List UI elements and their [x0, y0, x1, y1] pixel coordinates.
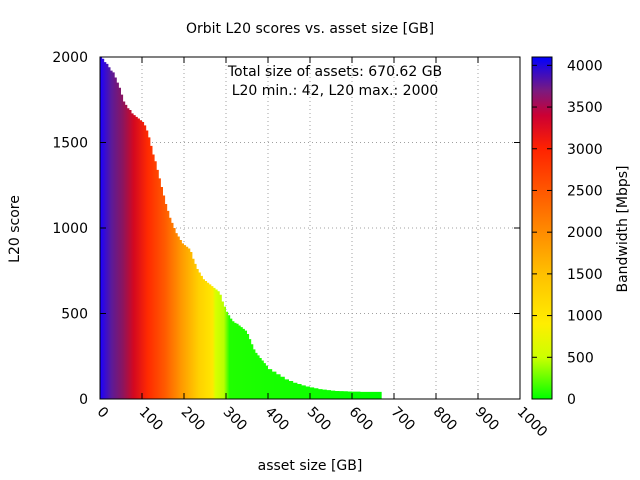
colorbar-tick-label: 2000 — [567, 225, 603, 241]
x-tick-label: 0 — [94, 404, 112, 422]
colorbar-tick-label: 3500 — [567, 100, 603, 116]
x-tick-label: 600 — [346, 404, 376, 434]
colorbar-tick-label: 1000 — [567, 309, 603, 325]
colorbar-tick-label: 500 — [567, 350, 594, 366]
annotation-min-max: L20 min.: 42, L20 max.: 2000 — [232, 83, 439, 99]
x-axis-label: asset size [GB] — [258, 458, 363, 474]
x-tick-label: 800 — [430, 404, 460, 434]
data-area — [100, 57, 382, 399]
colorbar-label: Bandwidth [Mbps] — [615, 165, 631, 292]
x-tick-label: 300 — [220, 404, 250, 434]
y-tick-label: 1500 — [52, 136, 88, 152]
colorbar-ticks: 0 500 1000 1500 2000 2500 3000 3500 4000 — [532, 58, 603, 408]
x-tick-label: 500 — [304, 404, 334, 434]
colorbar-tick-label: 1500 — [567, 267, 603, 283]
colorbar-tick-label: 2500 — [567, 183, 603, 199]
x-tick-label: 900 — [472, 404, 502, 434]
x-tick-label: 700 — [388, 404, 418, 434]
colorbar-tick-label: 0 — [567, 392, 576, 408]
colorbar — [531, 56, 553, 400]
y-tick-label: 0 — [79, 392, 88, 408]
y-axis-label: L20 score — [7, 195, 23, 263]
annotation-total-size: Total size of assets: 670.62 GB — [227, 64, 442, 80]
y-tick-label: 500 — [61, 307, 88, 323]
colorbar-tick-label: 3000 — [567, 142, 603, 158]
x-tick-label: 200 — [178, 404, 208, 434]
x-tick-label: 100 — [136, 404, 166, 434]
chart-title: Orbit L20 scores vs. asset size [GB] — [186, 21, 434, 37]
y-ticks: 0 500 1000 1500 2000 — [52, 50, 520, 408]
colorbar-tick-label: 4000 — [567, 58, 603, 74]
y-tick-label: 1000 — [52, 221, 88, 237]
x-tick-label: 1000 — [514, 404, 551, 441]
x-tick-label: 400 — [262, 404, 292, 434]
y-tick-label: 2000 — [52, 50, 88, 66]
